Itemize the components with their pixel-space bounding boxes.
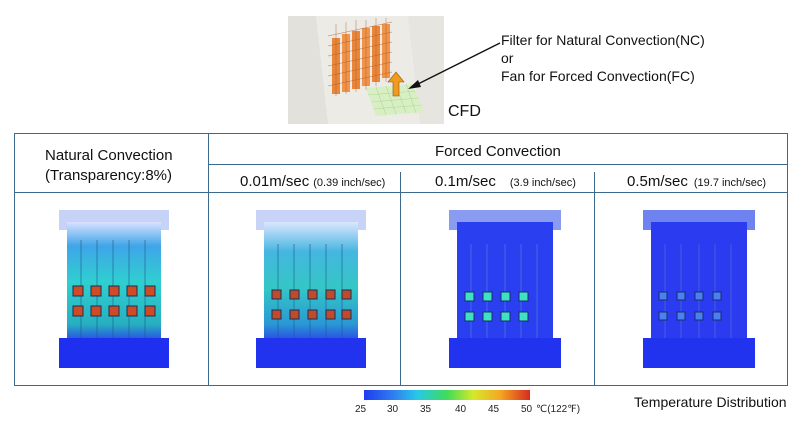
- natural-convection-temperature-map: [59, 210, 169, 368]
- colorbar-tick: 45: [488, 404, 500, 415]
- table-divider: [594, 172, 595, 385]
- forced-001-temperature-map: [256, 210, 366, 368]
- table-divider: [208, 134, 209, 385]
- cfd-caption: CFD: [448, 103, 481, 120]
- speed-label-001: 0.01m/sec (0.39 inch/sec): [240, 173, 385, 190]
- table-divider: [400, 172, 401, 385]
- table-divider: [15, 192, 787, 193]
- natural-convection-header: Natural Convection: [45, 147, 173, 164]
- colorbar-tick: 35: [420, 404, 432, 415]
- colorbar-tick: 25: [355, 404, 367, 415]
- speed-value: 0.01m/sec: [240, 173, 310, 190]
- speed-value: 0.1m/sec: [435, 173, 496, 190]
- forced-convection-header: Forced Convection: [435, 143, 561, 160]
- forced-01-temperature-map: [449, 210, 561, 368]
- colorbar-tick: 40: [455, 404, 467, 415]
- colorbar-unit: ℃(122℉): [536, 404, 581, 415]
- transparency-label: (Transparency:8%): [45, 167, 172, 184]
- speed-imperial: (0.39 inch/sec): [313, 177, 386, 189]
- speed-imperial: (19.7 inch/sec): [693, 177, 767, 189]
- table-divider: [208, 164, 787, 165]
- colorbar-tick: 30: [387, 404, 399, 415]
- forced-05-temperature-map: [643, 210, 755, 368]
- colorbar-tick: 50: [521, 404, 533, 415]
- callout-text: Filter for Natural Convection(NC) or Fan…: [501, 31, 705, 85]
- callout-pointer-arrow: [408, 42, 501, 89]
- speed-value: 0.5m/sec: [627, 173, 688, 190]
- results-table: Natural Convection (Transparency:8%) For…: [14, 133, 788, 386]
- speed-label-01: 0.1m/sec (3.9 inch/sec): [435, 173, 576, 190]
- callout-line-filter: Filter for Natural Convection(NC): [501, 32, 705, 48]
- callout-line-or: or: [501, 50, 514, 66]
- speed-imperial: (3.9 inch/sec): [509, 177, 576, 189]
- cfd-model-image: [288, 16, 444, 124]
- speed-label-05: 0.5m/sec (19.7 inch/sec): [627, 173, 766, 190]
- temperature-colorbar: [364, 390, 530, 400]
- callout-line-fan: Fan for Forced Convection(FC): [501, 68, 695, 84]
- legend-title: Temperature Distribution: [634, 394, 787, 410]
